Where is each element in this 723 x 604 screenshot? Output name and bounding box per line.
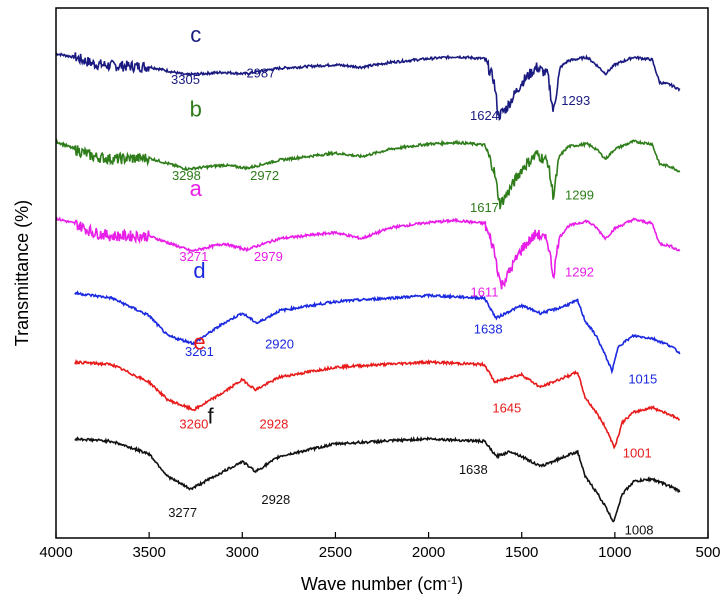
peak-label-a-1292: 1292 <box>565 264 594 279</box>
spectrum-line-f <box>74 435 681 523</box>
peak-label-c-3305: 3305 <box>171 72 200 87</box>
spectrum-line-b <box>55 138 681 210</box>
peak-label-e-1001: 1001 <box>623 446 652 461</box>
spectrum-line-e <box>74 358 681 450</box>
y-axis-label: Transmittance (%) <box>12 200 32 346</box>
peak-label-b-3298: 3298 <box>172 168 201 183</box>
curve-letter-b: b <box>190 96 202 121</box>
spectra-group <box>55 52 681 523</box>
x-axis-label-superscript: -1 <box>447 575 457 587</box>
x-axis-label-suffix: ) <box>457 574 463 594</box>
x-axis-ticks: 4000 3500 3000 2500 2000 1500 1000 500 <box>39 532 721 561</box>
peak-label-d-1638: 1638 <box>474 321 503 336</box>
spectrum-line-a <box>55 216 681 290</box>
x-tick-label-2500: 2500 <box>319 544 352 561</box>
x-tick-label-2000: 2000 <box>412 544 445 561</box>
peak-label-f-1008: 1008 <box>625 522 654 537</box>
peak-label-f-2928: 2928 <box>261 492 290 507</box>
peak-label-b-2972: 2972 <box>250 168 279 183</box>
peak-label-e-2928: 2928 <box>259 417 288 432</box>
x-tick-label-4000: 4000 <box>39 544 72 561</box>
peak-label-c-1624: 1624 <box>470 108 499 123</box>
x-tick-label-500: 500 <box>695 544 720 561</box>
x-tick-label-3000: 3000 <box>226 544 259 561</box>
curve-letters-group: c b a d e f <box>190 22 215 429</box>
peak-label-c-2987: 2987 <box>246 65 275 80</box>
spectrum-line-d <box>74 290 681 375</box>
peak-label-a-3271: 3271 <box>179 249 208 264</box>
plot-frame <box>55 7 709 539</box>
peak-label-f-1638: 1638 <box>459 462 488 477</box>
peak-label-e-1645: 1645 <box>492 400 521 415</box>
curve-letter-c: c <box>190 22 201 47</box>
peak-label-b-1617: 1617 <box>470 200 499 215</box>
peak-label-a-2979: 2979 <box>254 249 283 264</box>
curve-letter-f: f <box>208 404 215 429</box>
spectrum-line-c <box>55 52 681 121</box>
peak-labels-group: 3305 2987 1624 1293 3298 2972 1617 1299 3271 2979… <box>168 65 657 537</box>
peak-label-d-1015: 1015 <box>628 372 657 387</box>
peak-label-d-2920: 2920 <box>265 336 294 351</box>
x-axis-label-main: Wave number (cm <box>301 574 447 594</box>
curve-letter-a: a <box>190 176 203 201</box>
peak-label-e-3260: 3260 <box>179 417 208 432</box>
peak-label-d-3261: 3261 <box>185 344 214 359</box>
x-tick-label-1500: 1500 <box>505 544 538 561</box>
x-tick-label-1000: 1000 <box>598 544 631 561</box>
peak-label-a-1611: 1611 <box>470 284 498 299</box>
peak-label-f-3277: 3277 <box>168 505 197 520</box>
curve-letter-e: e <box>193 329 205 354</box>
peak-label-b-1299: 1299 <box>565 187 594 202</box>
peak-label-c-1293: 1293 <box>561 93 590 108</box>
curve-letter-d: d <box>193 258 205 283</box>
x-axis-label: Wave number (cm-1) <box>301 574 463 594</box>
x-tick-label-3500: 3500 <box>132 544 165 561</box>
